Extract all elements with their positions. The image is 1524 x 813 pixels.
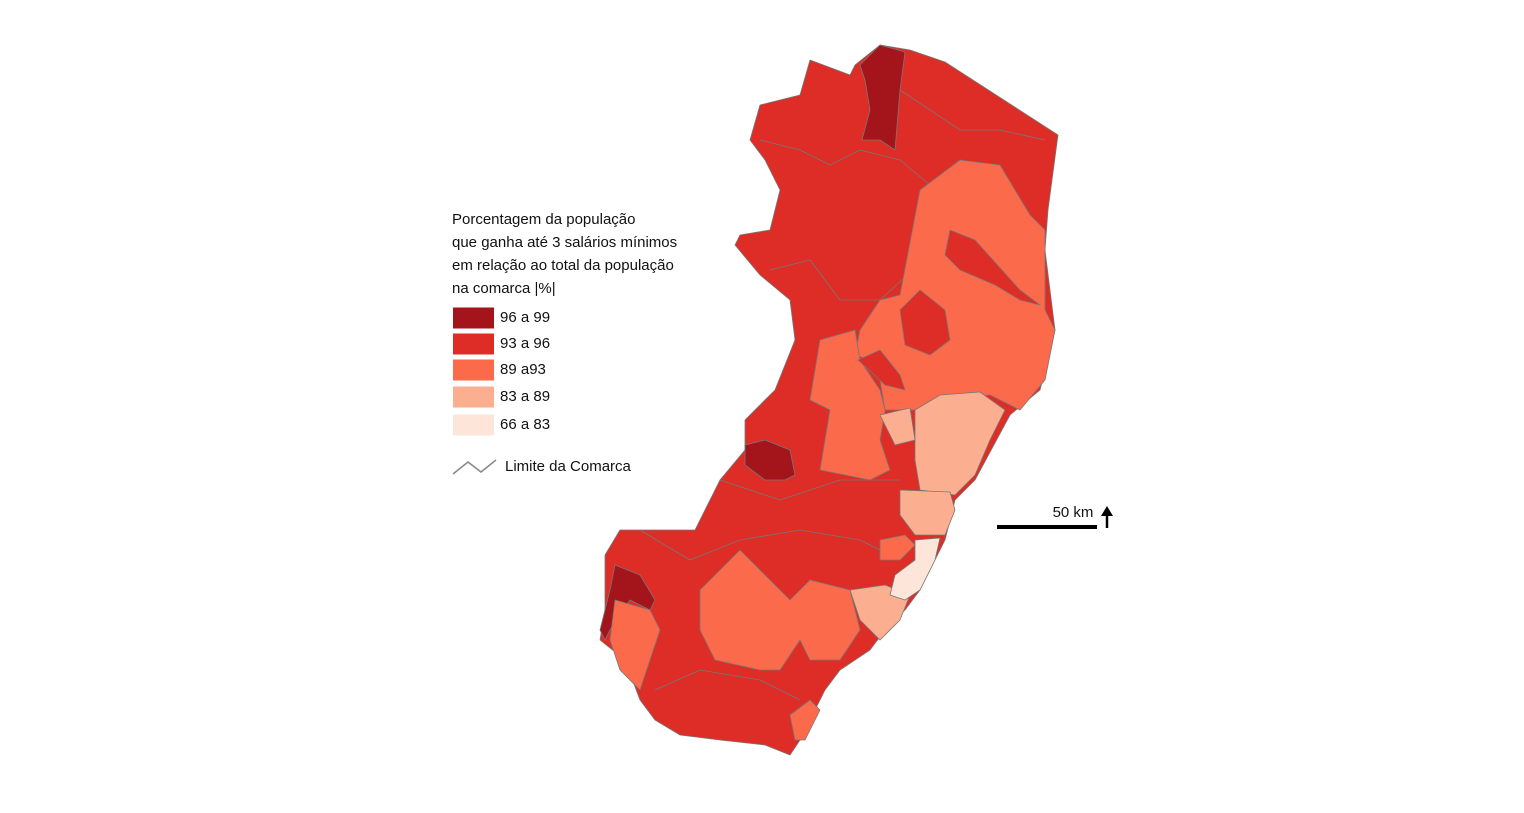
legend-swatch <box>453 333 494 355</box>
region <box>699 549 861 671</box>
boundary <box>639 529 901 561</box>
legend-title: em relação ao total da população <box>452 257 674 274</box>
region <box>859 44 906 151</box>
boundary <box>899 89 1046 141</box>
region <box>899 289 951 356</box>
legend-title: que ganha até 3 salários mínimos <box>452 234 677 251</box>
legend-label: 66 a 83 <box>500 416 550 433</box>
legend-swatch <box>453 414 494 436</box>
legend-title: na comarca |%| <box>452 280 556 297</box>
boundary <box>654 669 801 701</box>
region <box>857 349 906 391</box>
legend-swatch <box>453 359 494 381</box>
legend-label: 93 a 96 <box>500 335 550 352</box>
region <box>914 391 1006 496</box>
region <box>744 439 796 481</box>
region <box>944 229 1041 306</box>
legend-swatch <box>453 386 494 408</box>
region <box>609 599 661 691</box>
region <box>899 489 956 536</box>
legend-swatch <box>453 307 494 329</box>
legend-label: 96 a 99 <box>500 309 550 326</box>
region <box>849 584 911 641</box>
region <box>879 534 916 561</box>
region <box>879 407 916 446</box>
boundary-icon <box>452 459 497 475</box>
legend: Porcentagem da população que ganha até 3 … <box>452 211 677 436</box>
boundary <box>769 244 941 301</box>
boundary-label: Limite da Comarca <box>505 458 632 475</box>
region <box>789 699 821 741</box>
legend-label: 83 a 89 <box>500 388 550 405</box>
legend-label: 89 a93 <box>500 361 546 378</box>
region <box>889 537 941 601</box>
map-regions <box>599 44 1059 756</box>
region <box>809 329 891 481</box>
legend-title: Porcentagem da população <box>452 211 635 228</box>
scale-label: 50 km <box>1053 504 1094 521</box>
north-arrow-head <box>1101 506 1113 516</box>
